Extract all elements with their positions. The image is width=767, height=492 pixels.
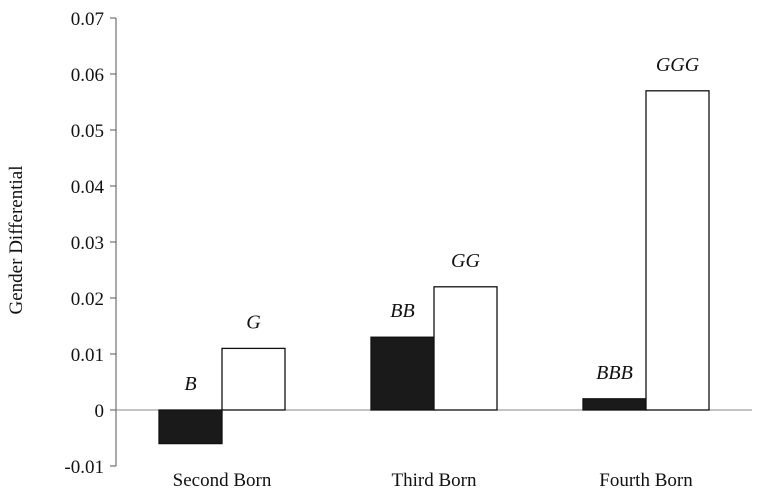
y-axis-title: Gender Differential [6,166,27,315]
y-tick-label: 0 [95,401,105,422]
y-tick-label: 0.05 [71,121,104,142]
x-category-label: Third Born [392,470,477,491]
y-tick-label: 0.04 [71,177,105,198]
x-category-label: Fourth Born [599,470,693,491]
y-tick-label: 0.03 [71,233,104,254]
bar-data-label: GG [451,250,480,272]
y-tick-label: 0.06 [71,65,104,86]
bars [158,90,710,445]
bar [433,286,498,411]
bar-data-label: BB [390,300,414,322]
y-tick-label: 0.02 [71,289,104,310]
bar [582,398,647,411]
bar [370,336,435,411]
y-tick-label: 0.01 [71,345,104,366]
data-labels: B G BB GG BBB GGG [184,54,699,395]
bar [645,90,710,411]
x-category-label: Second Born [173,470,272,491]
bar-data-label: BBB [596,362,633,384]
y-tick-label: 0.07 [71,9,104,30]
bar-data-label: G [246,311,261,333]
bar-data-label: GGG [656,54,700,76]
bar [158,409,223,445]
bar [221,347,286,411]
y-tick-label: -0.01 [64,457,104,478]
bar-data-label: B [184,373,196,395]
